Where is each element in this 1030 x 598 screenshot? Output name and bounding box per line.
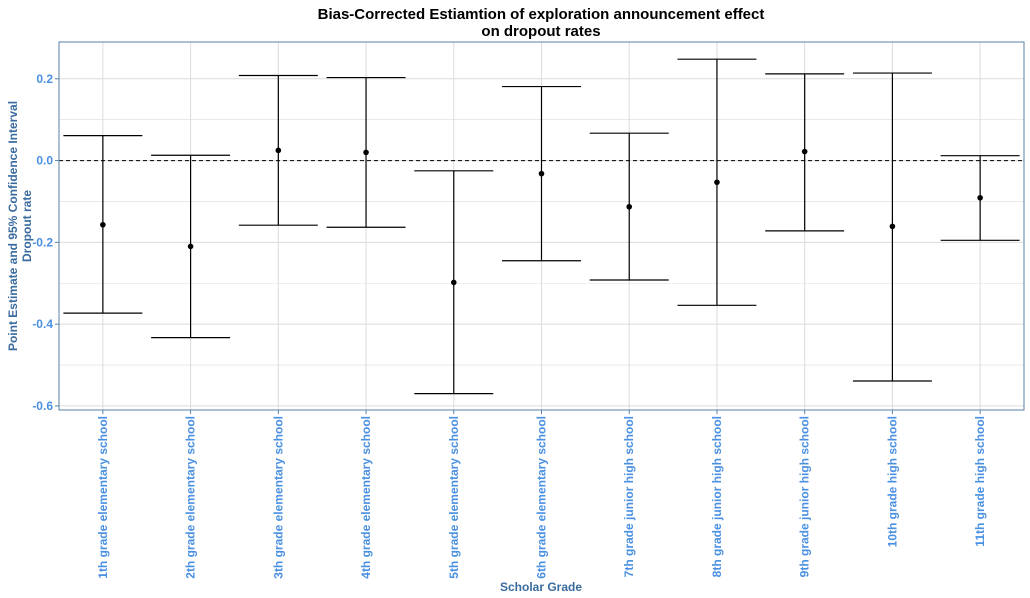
x-tick-label: 8th grade junior high school: [710, 416, 724, 577]
point-estimate: [801, 148, 808, 155]
x-tick-label: 4th grade elementary school: [359, 416, 373, 579]
y-axis-ticks: 0.2 0.0 -0.2 -0.4 -0.6: [32, 72, 59, 413]
errorbar-marks: [63, 58, 1020, 395]
y-tick-label: -0.2: [32, 235, 53, 249]
y-tick-label: 0.2: [36, 72, 53, 86]
chart-title: Bias-Corrected Estiamtion of exploration…: [318, 6, 765, 23]
x-tick-label: 5th grade elementary school: [447, 416, 461, 579]
errorbar-group: [677, 58, 757, 306]
point-estimate: [187, 243, 194, 250]
y-axis-title: Point Estimate and 95% Confidence Interv…: [6, 101, 20, 351]
x-tick-label: 7th grade junior high school: [622, 416, 636, 577]
point-estimate: [450, 279, 457, 286]
x-tick-label: 11th grade high school: [973, 416, 987, 547]
point-estimate: [363, 149, 369, 156]
x-axis-ticks: 1th grade elementary school 2th grade ele…: [96, 410, 987, 579]
errorbar-group: [502, 85, 581, 262]
x-axis-title: Scholar Grade: [500, 580, 582, 594]
point-estimate: [626, 203, 633, 210]
x-tick-label: 1th grade elementary school: [96, 416, 110, 579]
y-tick-label: 0.0: [36, 154, 53, 168]
chart-subtitle: on dropout rates: [481, 23, 600, 40]
point-estimate: [977, 194, 983, 201]
errorbar-group: [63, 135, 143, 314]
errorbar-group: [238, 74, 318, 226]
errorbar-group: [852, 72, 932, 382]
point-estimate: [275, 147, 282, 154]
errorbar-group: [414, 170, 494, 395]
point-estimate: [538, 170, 545, 177]
errorbar-group: [940, 155, 1020, 241]
x-tick-label: 9th grade junior high school: [798, 416, 812, 577]
x-tick-label: 10th grade high school: [885, 416, 899, 547]
x-tick-label: 3th grade elementary school: [271, 416, 285, 579]
errorbar-group: [589, 132, 669, 281]
point-estimate: [889, 223, 896, 230]
y-axis-subtitle: Dropout rate: [20, 190, 34, 262]
y-tick-label: -0.4: [32, 317, 53, 331]
errorbar-group: [326, 76, 406, 228]
x-tick-label: 6th grade elementary school: [535, 416, 549, 579]
point-estimate: [714, 179, 720, 186]
point-estimate: [100, 221, 106, 228]
plot-panel-border: [58, 41, 1025, 411]
y-tick-label: -0.6: [32, 399, 53, 413]
errorbar-group: [765, 73, 845, 232]
errorbar-group: [151, 154, 231, 339]
x-tick-label: 2th grade elementary school: [184, 416, 198, 579]
